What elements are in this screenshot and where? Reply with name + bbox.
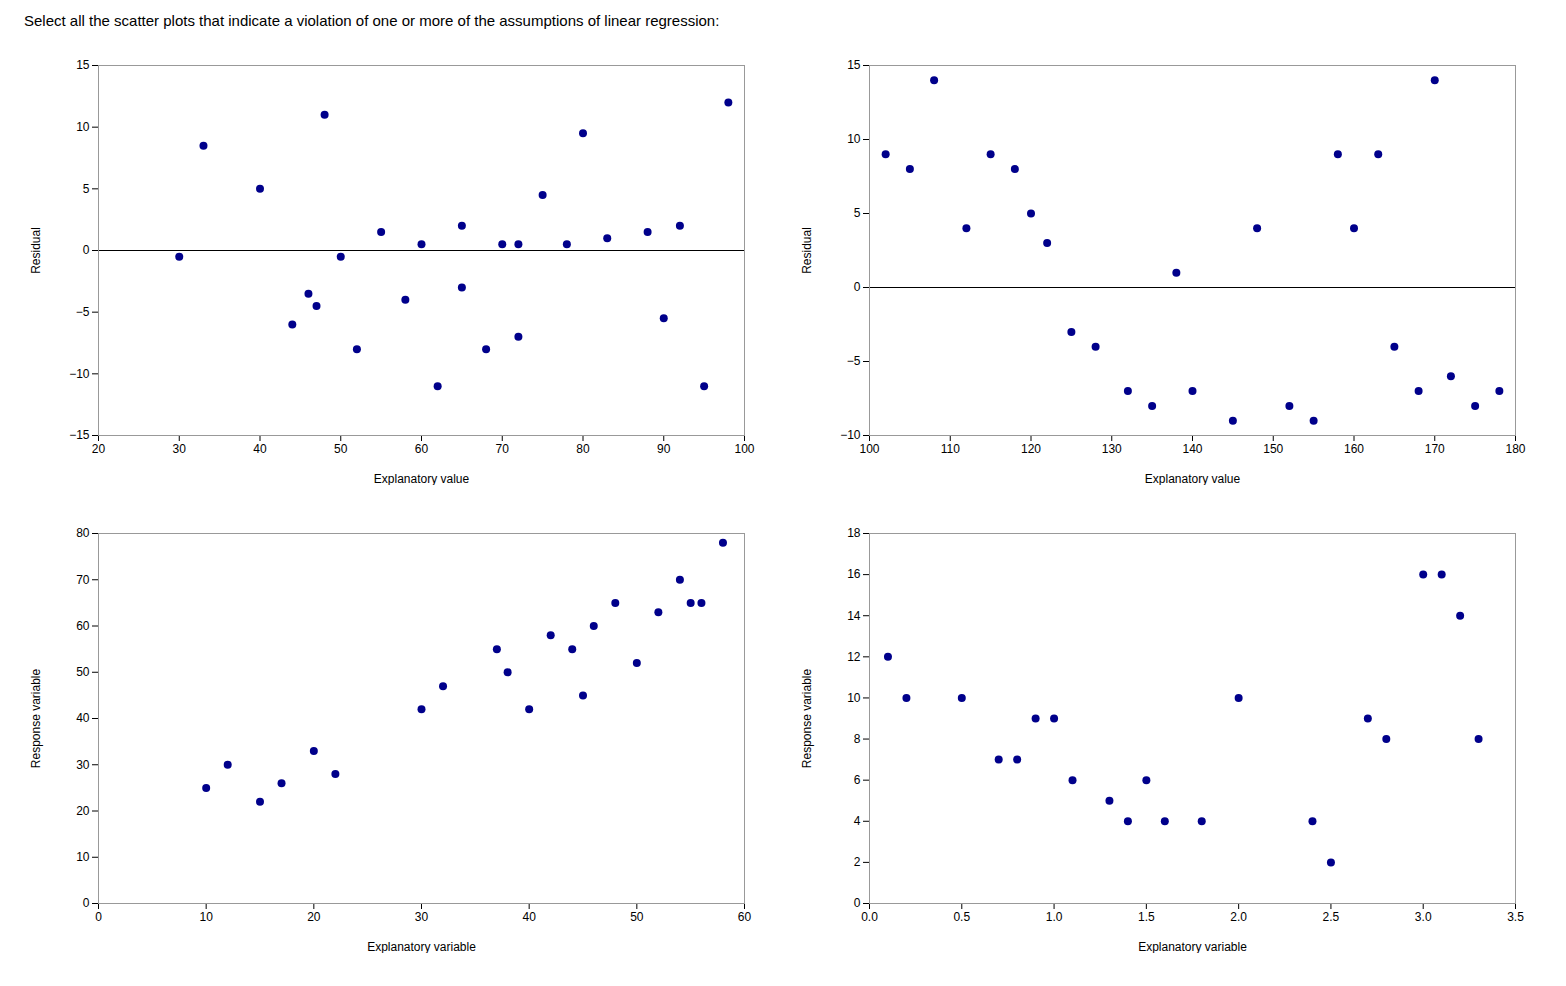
svg-text:160: 160: [1343, 442, 1363, 456]
svg-text:14: 14: [847, 609, 861, 623]
svg-text:20: 20: [307, 910, 321, 924]
svg-text:40: 40: [522, 910, 536, 924]
svg-text:0: 0: [82, 243, 89, 257]
svg-text:100: 100: [859, 442, 879, 456]
svg-text:10: 10: [199, 910, 213, 924]
svg-text:Residual: Residual: [29, 227, 43, 274]
svg-text:10: 10: [847, 132, 861, 146]
svg-text:180: 180: [1505, 442, 1525, 456]
svg-text:Explanatory variable: Explanatory variable: [367, 940, 476, 954]
svg-text:10: 10: [76, 850, 90, 864]
svg-text:110: 110: [940, 442, 959, 456]
svg-text:5: 5: [853, 206, 860, 220]
svg-text:15: 15: [76, 58, 90, 72]
svg-text:80: 80: [76, 526, 90, 540]
svg-text:10: 10: [76, 120, 90, 134]
svg-text:2: 2: [853, 855, 860, 869]
svg-text:Explanatory value: Explanatory value: [1144, 472, 1240, 486]
svg-text:1.5: 1.5: [1138, 910, 1155, 924]
svg-text:5: 5: [82, 182, 89, 196]
svg-text:2.0: 2.0: [1230, 910, 1247, 924]
svg-text:60: 60: [76, 619, 90, 633]
svg-text:−5: −5: [846, 354, 860, 368]
svg-text:70: 70: [76, 573, 90, 587]
svg-text:16: 16: [847, 567, 861, 581]
svg-text:1.0: 1.0: [1045, 910, 1062, 924]
svg-text:50: 50: [76, 665, 90, 679]
svg-text:6: 6: [853, 773, 860, 787]
svg-text:40: 40: [253, 442, 267, 456]
svg-text:20: 20: [76, 804, 90, 818]
svg-text:Response variable: Response variable: [29, 668, 43, 768]
svg-text:3.5: 3.5: [1507, 910, 1524, 924]
svg-text:4: 4: [853, 814, 860, 828]
svg-text:0: 0: [82, 896, 89, 910]
svg-text:12: 12: [847, 650, 861, 664]
svg-text:3.0: 3.0: [1414, 910, 1431, 924]
svg-text:60: 60: [414, 442, 428, 456]
svg-text:15: 15: [847, 58, 861, 72]
svg-text:Explanatory value: Explanatory value: [373, 472, 469, 486]
svg-text:−5: −5: [75, 305, 89, 319]
html-text:Select all the scatter plots t: Select all the scatter plots that indica…: [24, 12, 720, 29]
svg-text:2.5: 2.5: [1322, 910, 1339, 924]
svg-text:20: 20: [91, 442, 105, 456]
svg-text:130: 130: [1101, 442, 1121, 456]
svg-text:Residual: Residual: [800, 227, 814, 274]
svg-text:10: 10: [847, 691, 861, 705]
svg-text:18: 18: [847, 526, 861, 540]
svg-text:Response variable: Response variable: [800, 668, 814, 768]
svg-text:80: 80: [576, 442, 590, 456]
svg-text:8: 8: [853, 732, 860, 746]
svg-text:30: 30: [172, 442, 186, 456]
svg-text:150: 150: [1263, 442, 1283, 456]
svg-text:Explanatory variable: Explanatory variable: [1138, 940, 1247, 954]
svg-text:30: 30: [414, 910, 428, 924]
svg-text:−10: −10: [840, 428, 861, 442]
svg-text:140: 140: [1182, 442, 1202, 456]
svg-text:40: 40: [76, 711, 90, 725]
svg-text:50: 50: [334, 442, 348, 456]
svg-text:0: 0: [853, 896, 860, 910]
svg-text:50: 50: [630, 910, 644, 924]
svg-text:30: 30: [76, 758, 90, 772]
svg-text:60: 60: [737, 910, 751, 924]
svg-text:0.0: 0.0: [861, 910, 878, 924]
svg-text:120: 120: [1020, 442, 1040, 456]
svg-text:−15: −15: [69, 428, 90, 442]
svg-text:90: 90: [657, 442, 671, 456]
svg-text:0.5: 0.5: [953, 910, 970, 924]
svg-text:0: 0: [853, 280, 860, 294]
svg-text:0: 0: [95, 910, 102, 924]
svg-text:100: 100: [734, 442, 754, 456]
svg-text:70: 70: [495, 442, 509, 456]
svg-text:−10: −10: [69, 367, 90, 381]
svg-text:170: 170: [1424, 442, 1444, 456]
